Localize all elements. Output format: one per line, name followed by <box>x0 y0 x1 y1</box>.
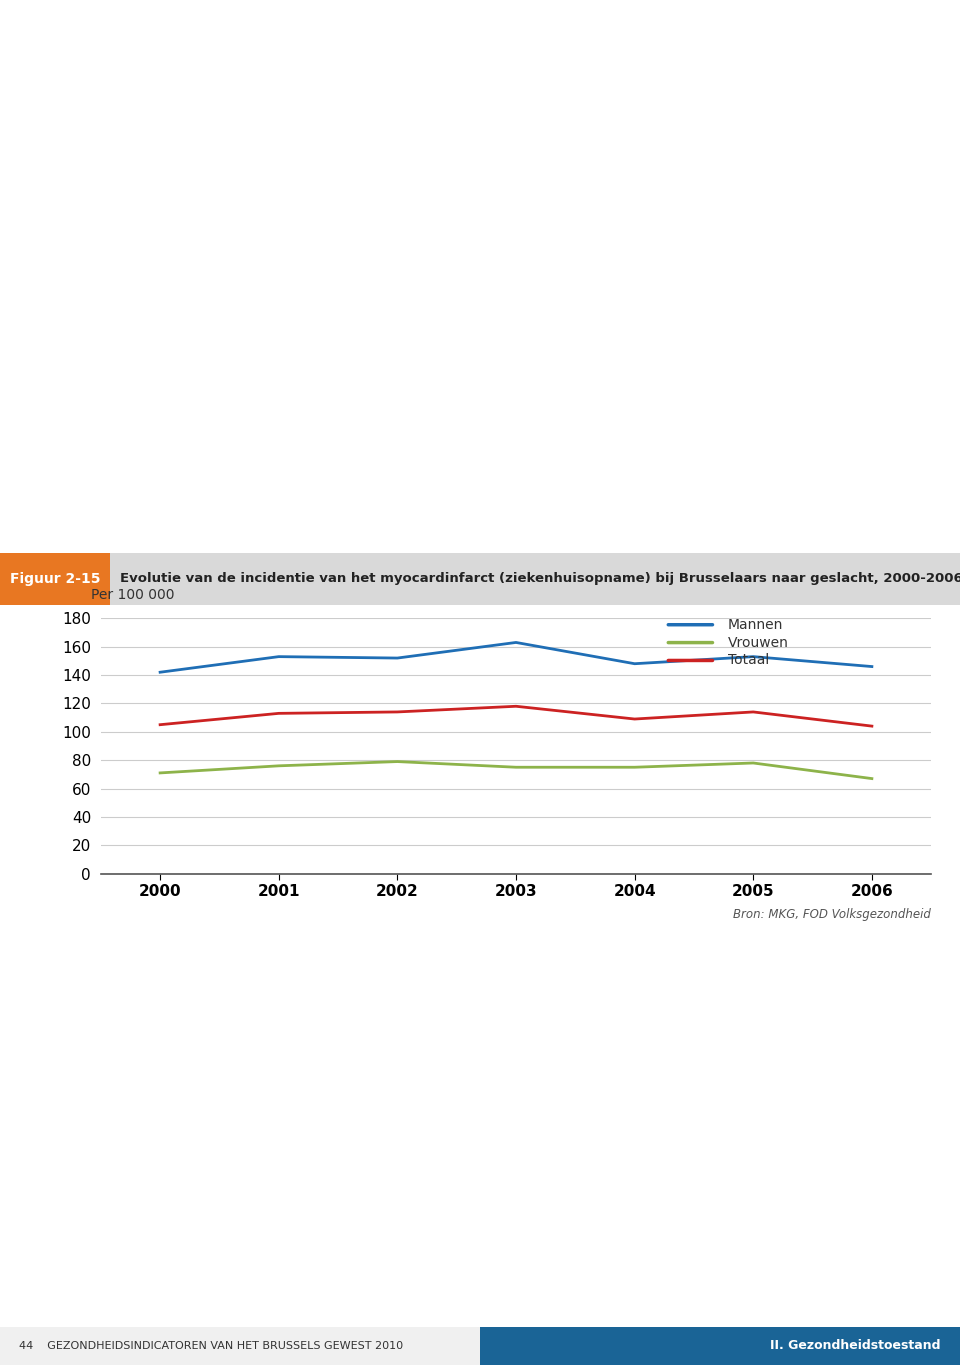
Bar <box>480 1327 960 1365</box>
Bar <box>110 553 960 605</box>
Bar <box>0 1327 480 1365</box>
Text: Figuur 2-15: Figuur 2-15 <box>10 572 101 586</box>
Text: 44    GEZONDHEIDSINDICATOREN VAN HET BRUSSELS GEWEST 2010: 44 GEZONDHEIDSINDICATOREN VAN HET BRUSSE… <box>19 1340 403 1351</box>
Text: II. Gezondheidstoestand: II. Gezondheidstoestand <box>770 1339 941 1353</box>
Text: Vrouwen: Vrouwen <box>728 636 788 650</box>
Text: Bron: MKG, FOD Volksgezondheid: Bron: MKG, FOD Volksgezondheid <box>733 908 931 921</box>
Text: Evolutie van de incidentie van het myocardinfarct (ziekenhuisopname) bij Brussel: Evolutie van de incidentie van het myoca… <box>120 572 960 586</box>
Text: Per 100 000: Per 100 000 <box>91 588 175 602</box>
Bar <box>0 553 110 605</box>
Text: Mannen: Mannen <box>728 618 783 632</box>
Text: Totaal: Totaal <box>728 654 769 667</box>
